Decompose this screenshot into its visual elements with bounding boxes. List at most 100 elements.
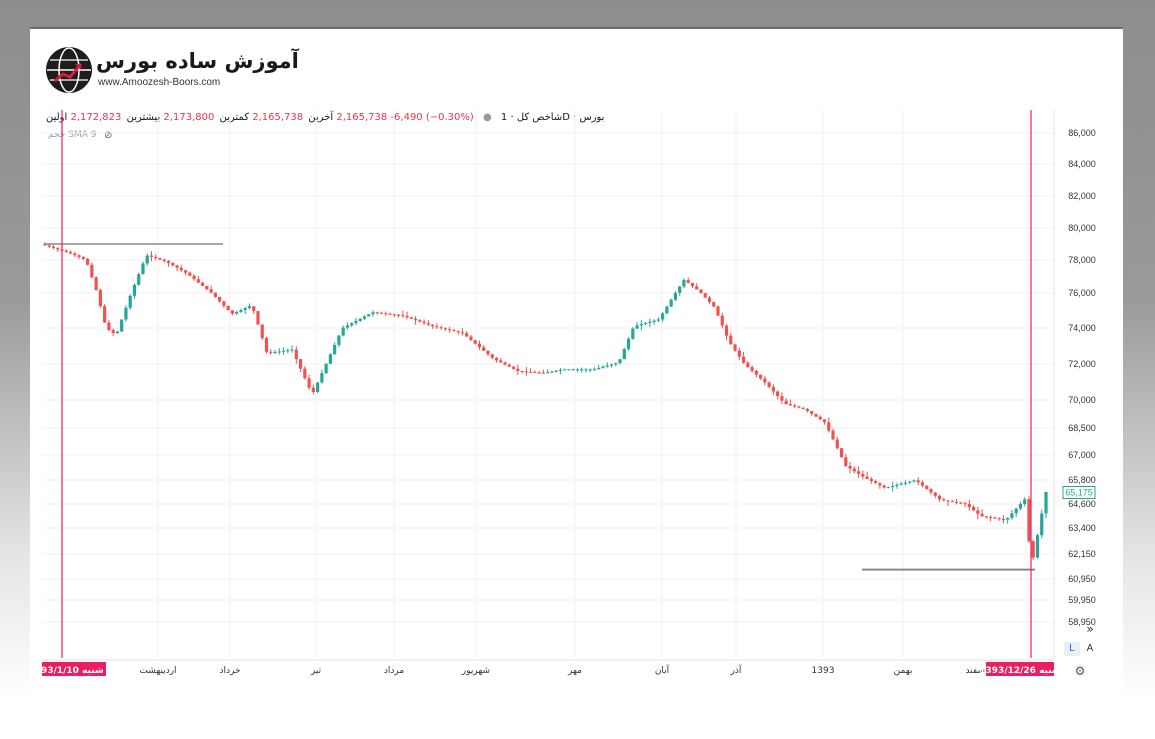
candle-body[interactable] <box>107 322 111 331</box>
candle-body[interactable] <box>933 492 937 496</box>
candle-body[interactable] <box>316 382 320 392</box>
candle-body[interactable] <box>703 293 707 298</box>
candle-body[interactable] <box>546 372 550 374</box>
candle-body[interactable] <box>899 483 903 485</box>
candle-body[interactable] <box>422 321 426 324</box>
candle-body[interactable] <box>230 310 235 314</box>
candle-body[interactable] <box>392 314 396 316</box>
candle-body[interactable] <box>56 248 60 250</box>
candle-body[interactable] <box>971 506 976 511</box>
candle-body[interactable] <box>925 485 929 490</box>
candle-body[interactable] <box>85 258 90 265</box>
candle-body[interactable] <box>575 369 580 371</box>
candle-body[interactable] <box>358 318 362 321</box>
candle-body[interactable] <box>298 359 303 369</box>
candle-body[interactable] <box>354 320 358 324</box>
candle-body[interactable] <box>1023 499 1027 504</box>
candle-body[interactable] <box>950 501 954 503</box>
candle-body[interactable] <box>554 370 558 372</box>
candle-body[interactable] <box>290 349 294 351</box>
candle-body[interactable] <box>942 499 946 501</box>
candle-body[interactable] <box>993 517 997 519</box>
candle-body[interactable] <box>286 350 290 352</box>
candle-body[interactable] <box>64 250 68 253</box>
candle-body[interactable] <box>1027 499 1031 542</box>
candle-body[interactable] <box>856 471 861 474</box>
candle-body[interactable] <box>533 372 537 374</box>
candle-body[interactable] <box>524 371 528 373</box>
candle-body[interactable] <box>605 365 609 367</box>
candle-body[interactable] <box>94 277 98 291</box>
candle-body[interactable] <box>537 372 541 374</box>
candle-body[interactable] <box>68 252 73 254</box>
candle-body[interactable] <box>626 338 631 349</box>
candle-body[interactable] <box>805 408 810 412</box>
candle-body[interactable] <box>929 489 933 493</box>
candle-body[interactable] <box>435 326 439 328</box>
candle-body[interactable] <box>1014 508 1018 514</box>
candle-body[interactable] <box>179 267 183 271</box>
legend-dot-icon[interactable]: ● <box>483 112 492 123</box>
candle-body[interactable] <box>601 366 605 368</box>
candle-body[interactable] <box>878 483 882 486</box>
candle-body[interactable] <box>980 513 984 517</box>
candle-body[interactable] <box>793 405 797 407</box>
candle-body[interactable] <box>567 369 571 371</box>
candle-body[interactable] <box>247 306 252 309</box>
candle-body[interactable] <box>528 371 533 373</box>
candle-body[interactable] <box>1001 518 1006 520</box>
candle-body[interactable] <box>443 328 447 330</box>
candle-body[interactable] <box>209 289 213 293</box>
candle-body[interactable] <box>175 265 179 268</box>
candle-body[interactable] <box>984 516 988 518</box>
candle-body[interactable] <box>788 404 793 406</box>
candle-body[interactable] <box>448 329 452 331</box>
candle-body[interactable] <box>273 352 277 354</box>
candle-body[interactable] <box>405 315 409 318</box>
candle-body[interactable] <box>997 518 1001 520</box>
candle-body[interactable] <box>303 368 307 379</box>
candle-body[interactable] <box>439 327 443 329</box>
candle-body[interactable] <box>584 369 588 371</box>
candle-body[interactable] <box>861 473 865 477</box>
candle-body[interactable] <box>192 275 196 280</box>
candle-body[interactable] <box>695 286 699 290</box>
candle-body[interactable] <box>916 480 920 483</box>
candle-body[interactable] <box>976 510 980 514</box>
candle-body[interactable] <box>724 325 729 336</box>
candle-body[interactable] <box>379 312 384 314</box>
candle-body[interactable] <box>431 324 435 327</box>
candle-body[interactable] <box>754 370 758 375</box>
candle-body[interactable] <box>614 363 618 365</box>
candle-body[interactable] <box>903 482 908 484</box>
candle-body[interactable] <box>648 321 652 323</box>
log-scale-button[interactable]: L <box>1064 642 1080 656</box>
candle-body[interactable] <box>511 366 516 369</box>
candle-body[interactable] <box>946 500 950 502</box>
candle-body[interactable] <box>401 315 405 317</box>
candle-body[interactable] <box>183 270 188 273</box>
candle-body[interactable] <box>959 502 963 504</box>
candle-body[interactable] <box>222 301 226 306</box>
candle-body[interactable] <box>644 322 648 325</box>
candle-body[interactable] <box>797 406 801 408</box>
candle-body[interactable] <box>73 253 77 256</box>
candle-body[interactable] <box>912 480 916 482</box>
candle-body[interactable] <box>307 378 311 388</box>
candle-body[interactable] <box>712 302 716 307</box>
candle-body[interactable] <box>673 292 678 300</box>
candle-body[interactable] <box>746 362 750 368</box>
candle-body[interactable] <box>503 362 507 365</box>
candle-body[interactable] <box>1035 535 1040 558</box>
candle-body[interactable] <box>661 313 665 320</box>
candle-body[interactable] <box>588 369 592 371</box>
candle-body[interactable] <box>98 290 102 307</box>
candle-body[interactable] <box>196 279 200 283</box>
candle-body[interactable] <box>362 316 367 319</box>
candle-body[interactable] <box>218 296 222 302</box>
candle-body[interactable] <box>486 350 490 355</box>
candle-body[interactable] <box>716 306 720 316</box>
candle-body[interactable] <box>801 407 805 409</box>
candle-body[interactable] <box>294 349 298 360</box>
candle-body[interactable] <box>77 255 81 258</box>
